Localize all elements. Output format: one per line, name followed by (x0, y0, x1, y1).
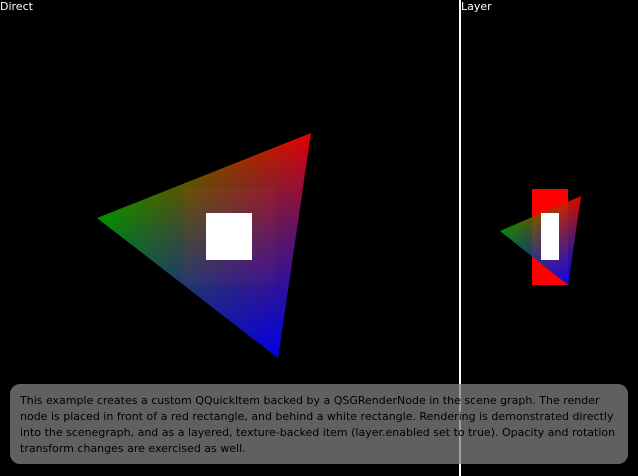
direct-white-rectangle (206, 213, 252, 260)
layer-scene (500, 189, 581, 285)
direct-render-node-triangle (97, 133, 311, 358)
layer-render-node-triangle (500, 196, 581, 285)
info-panel: This example creates a custom QQuickItem… (10, 384, 628, 464)
direct-pane-label: Direct (0, 0, 33, 13)
pane-divider (459, 0, 461, 476)
info-text: This example creates a custom QQuickItem… (20, 394, 616, 455)
layer-pane-label: Layer (461, 0, 492, 13)
layer-white-rectangle (541, 213, 559, 260)
direct-scene (97, 133, 311, 358)
